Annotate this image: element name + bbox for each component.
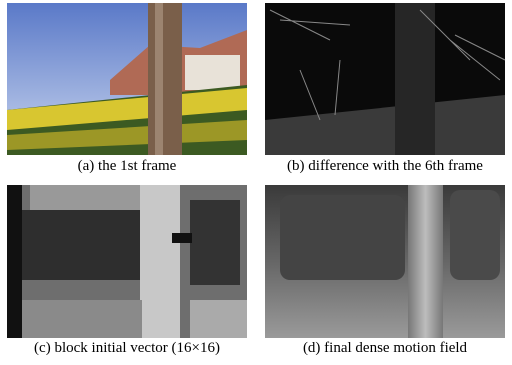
- block: [172, 233, 192, 243]
- caption-d: (d) final dense motion field: [303, 340, 468, 356]
- block: [30, 185, 140, 210]
- figure: (a) the 1st frame (b) difference with th…: [0, 0, 512, 365]
- panel-d-image: [265, 185, 505, 338]
- dark-region: [450, 190, 500, 280]
- trunk-region: [408, 185, 443, 338]
- dark-region: [280, 195, 405, 280]
- trunk-edge: [395, 3, 435, 155]
- panel-b-image: [265, 3, 505, 155]
- trunk-highlight: [155, 3, 163, 155]
- block: [190, 200, 240, 285]
- block: [190, 300, 247, 338]
- block: [140, 185, 180, 338]
- block: [22, 210, 142, 280]
- caption-c: (c) block initial vector (16×16): [34, 340, 220, 356]
- caption-b: (b) difference with the 6th frame: [287, 158, 483, 174]
- page: (a) the 1st frame (b) difference with th…: [0, 0, 512, 365]
- panel-a-image: [7, 3, 247, 155]
- caption-a: (a) the 1st frame: [78, 158, 177, 174]
- block: [22, 300, 142, 338]
- tree-trunk: [148, 3, 182, 155]
- house-wall: [185, 55, 240, 90]
- panel-c-image: [7, 185, 247, 338]
- block: [7, 185, 22, 338]
